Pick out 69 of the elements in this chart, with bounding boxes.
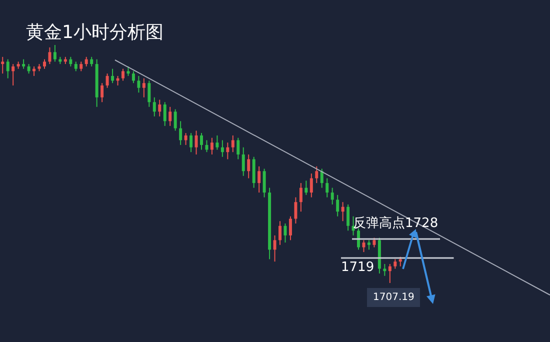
candlestick [346, 204, 350, 232]
candlestick [27, 64, 30, 74]
candlestick [299, 182, 302, 212]
candlestick [168, 106, 172, 126]
candlestick [84, 56, 88, 67]
candlestick [174, 108, 177, 132]
candlestick [22, 58, 26, 70]
candlestick [242, 146, 245, 176]
candlestick [194, 130, 198, 155]
candlestick [69, 56, 72, 67]
candlestick [190, 132, 193, 153]
candlestick [74, 61, 78, 72]
candlestick [1, 56, 4, 74]
candlestick [158, 99, 162, 117]
candlestick [200, 132, 203, 150]
candlestick [137, 75, 140, 94]
candlestick [148, 80, 151, 108]
candlestick [53, 44, 56, 62]
candlestick [304, 180, 308, 196]
candlestick [152, 96, 156, 117]
candlestick [367, 240, 370, 250]
candlestick [220, 140, 224, 158]
candlestick [179, 120, 182, 146]
candlestick [357, 228, 360, 250]
candlestick [132, 70, 135, 84]
candlestick [315, 166, 318, 184]
candlestick [80, 61, 83, 72]
candlestick [383, 263, 386, 276]
candlestick [90, 56, 94, 67]
candlestick [111, 68, 114, 84]
candlestick [341, 202, 344, 222]
candlestick [6, 58, 10, 79]
candlestick [48, 46, 52, 65]
candlestick [288, 216, 292, 241]
candlestick [184, 132, 188, 146]
candlestick [273, 234, 276, 262]
annotation: 1719 [341, 260, 374, 275]
candlestick [106, 73, 109, 88]
candlestick [262, 168, 266, 198]
candlestick [336, 194, 340, 217]
candlestick [210, 137, 214, 155]
candlestick [258, 166, 261, 194]
candlestick [326, 178, 329, 198]
candlestick [247, 154, 250, 179]
candlestick [100, 82, 104, 103]
candlestick [236, 137, 240, 160]
candlestick [252, 156, 256, 188]
candlestick [388, 263, 392, 284]
candlestick [294, 196, 298, 224]
candlestick [320, 168, 324, 188]
candlestick [12, 64, 15, 86]
candlestick [330, 187, 334, 205]
chart-title: 黄金1小时分析图 [26, 21, 164, 44]
candlestick [163, 102, 166, 126]
candlestick [231, 134, 234, 153]
candlestick [284, 223, 287, 244]
candlestick [205, 140, 208, 153]
candlestick [310, 173, 313, 198]
text: 1707.19 [367, 288, 420, 307]
candlestick [42, 58, 46, 70]
candlestick [216, 134, 219, 150]
candlestick [394, 258, 397, 270]
candlestick [126, 66, 130, 76]
candlestick [278, 220, 282, 246]
candlestick [362, 240, 366, 253]
candlestick [142, 78, 146, 98]
candlestick [398, 256, 402, 267]
candlestick [121, 68, 124, 82]
candlestick [226, 142, 230, 160]
